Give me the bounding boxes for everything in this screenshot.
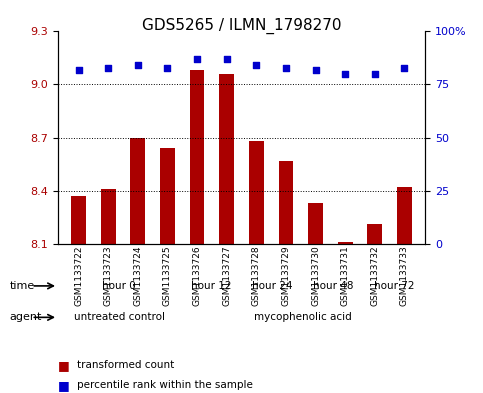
Bar [397, 187, 412, 244]
Text: hour 48: hour 48 [313, 281, 354, 291]
Text: hour 12: hour 12 [191, 281, 231, 291]
Bar [367, 224, 382, 244]
Point [134, 62, 142, 68]
Text: time: time [10, 281, 35, 291]
Bar [101, 189, 116, 244]
Point [341, 71, 349, 77]
Text: ■: ■ [58, 359, 70, 372]
Point [371, 71, 379, 77]
Point [75, 66, 83, 73]
Text: percentile rank within the sample: percentile rank within the sample [77, 380, 253, 390]
Bar [219, 74, 234, 244]
Text: untreated control: untreated control [73, 312, 165, 322]
Text: hour 72: hour 72 [374, 281, 415, 291]
Bar [130, 138, 145, 244]
Point [223, 56, 230, 62]
Point [282, 64, 290, 71]
Bar [249, 141, 264, 244]
Point [400, 64, 408, 71]
Bar [160, 148, 175, 244]
Text: hour 0: hour 0 [102, 281, 136, 291]
Bar [308, 203, 323, 244]
Text: mycophenolic acid: mycophenolic acid [254, 312, 352, 322]
Bar [338, 242, 353, 244]
Text: GDS5265 / ILMN_1798270: GDS5265 / ILMN_1798270 [142, 18, 341, 34]
Bar [71, 196, 86, 244]
Point [104, 64, 112, 71]
Text: ■: ■ [58, 378, 70, 392]
Point [164, 64, 171, 71]
Text: agent: agent [10, 312, 42, 322]
Bar [190, 70, 204, 244]
Point [193, 56, 201, 62]
Point [253, 62, 260, 68]
Point [312, 66, 319, 73]
Bar [279, 160, 293, 244]
Text: hour 24: hour 24 [252, 281, 292, 291]
Text: transformed count: transformed count [77, 360, 174, 371]
